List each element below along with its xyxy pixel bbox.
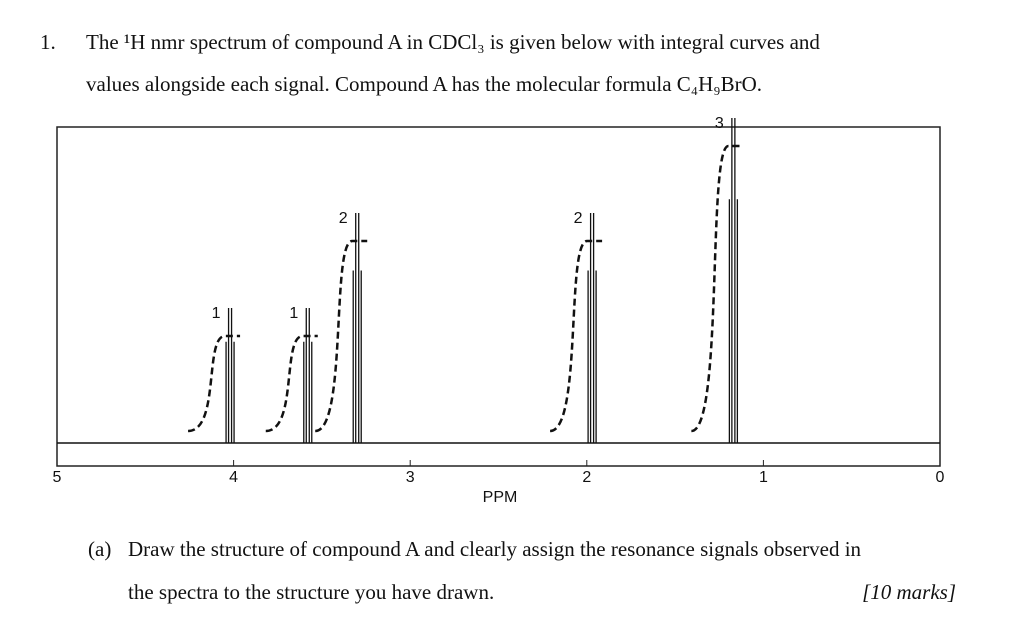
integral-label: 3 — [715, 115, 724, 132]
x-tick-label: 0 — [936, 469, 945, 486]
integral-label: 1 — [289, 305, 298, 322]
x-tick-label: 5 — [53, 469, 62, 486]
question-text: values alongside each signal. Compound A… — [86, 72, 763, 96]
integral-curve — [549, 239, 603, 433]
x-tick-label: 2 — [582, 469, 591, 486]
peak — [303, 308, 313, 443]
integral-curve — [690, 144, 744, 433]
x-tick-label: 1 — [759, 469, 768, 486]
x-axis-label: PPM — [483, 489, 518, 506]
part-text: the spectra to the structure you have dr… — [128, 580, 495, 604]
part-label: (a) — [88, 537, 112, 561]
peak — [587, 213, 597, 443]
x-tick-label: 3 — [406, 469, 415, 486]
integral-curve — [187, 334, 241, 433]
peak — [225, 308, 235, 443]
question-text: The ¹H nmr spectrum of compound A in CDC… — [86, 30, 820, 54]
x-tick-label: 4 — [229, 469, 238, 486]
marks: [10 marks] — [862, 580, 956, 604]
integral-label: 1 — [212, 305, 221, 322]
integral-curve — [314, 239, 368, 433]
peak — [728, 118, 739, 443]
plot-frame — [56, 126, 941, 467]
part-text: Draw the structure of compound A and cle… — [128, 537, 862, 561]
peak — [352, 213, 362, 443]
integral-label: 2 — [574, 210, 583, 227]
question-number: 1. — [40, 30, 56, 54]
integral-curve — [265, 334, 318, 433]
integral-label: 2 — [339, 210, 348, 227]
